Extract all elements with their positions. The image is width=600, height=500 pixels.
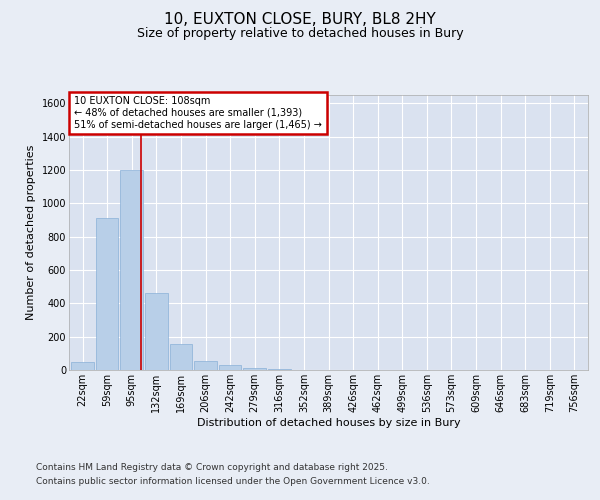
Text: 10 EUXTON CLOSE: 108sqm
← 48% of detached houses are smaller (1,393)
51% of semi: 10 EUXTON CLOSE: 108sqm ← 48% of detache… — [74, 96, 322, 130]
Bar — [71, 362, 94, 370]
Bar — [96, 218, 118, 370]
Bar — [268, 368, 290, 370]
Text: Size of property relative to detached houses in Bury: Size of property relative to detached ho… — [137, 28, 463, 40]
X-axis label: Distribution of detached houses by size in Bury: Distribution of detached houses by size … — [197, 418, 460, 428]
Bar — [121, 170, 143, 370]
Bar — [194, 361, 217, 370]
Text: 10, EUXTON CLOSE, BURY, BL8 2HY: 10, EUXTON CLOSE, BURY, BL8 2HY — [164, 12, 436, 28]
Bar — [145, 294, 167, 370]
Text: Contains HM Land Registry data © Crown copyright and database right 2025.: Contains HM Land Registry data © Crown c… — [36, 464, 388, 472]
Bar — [244, 368, 266, 370]
Bar — [170, 344, 192, 370]
Text: Contains public sector information licensed under the Open Government Licence v3: Contains public sector information licen… — [36, 477, 430, 486]
Bar — [219, 365, 241, 370]
Y-axis label: Number of detached properties: Number of detached properties — [26, 145, 36, 320]
